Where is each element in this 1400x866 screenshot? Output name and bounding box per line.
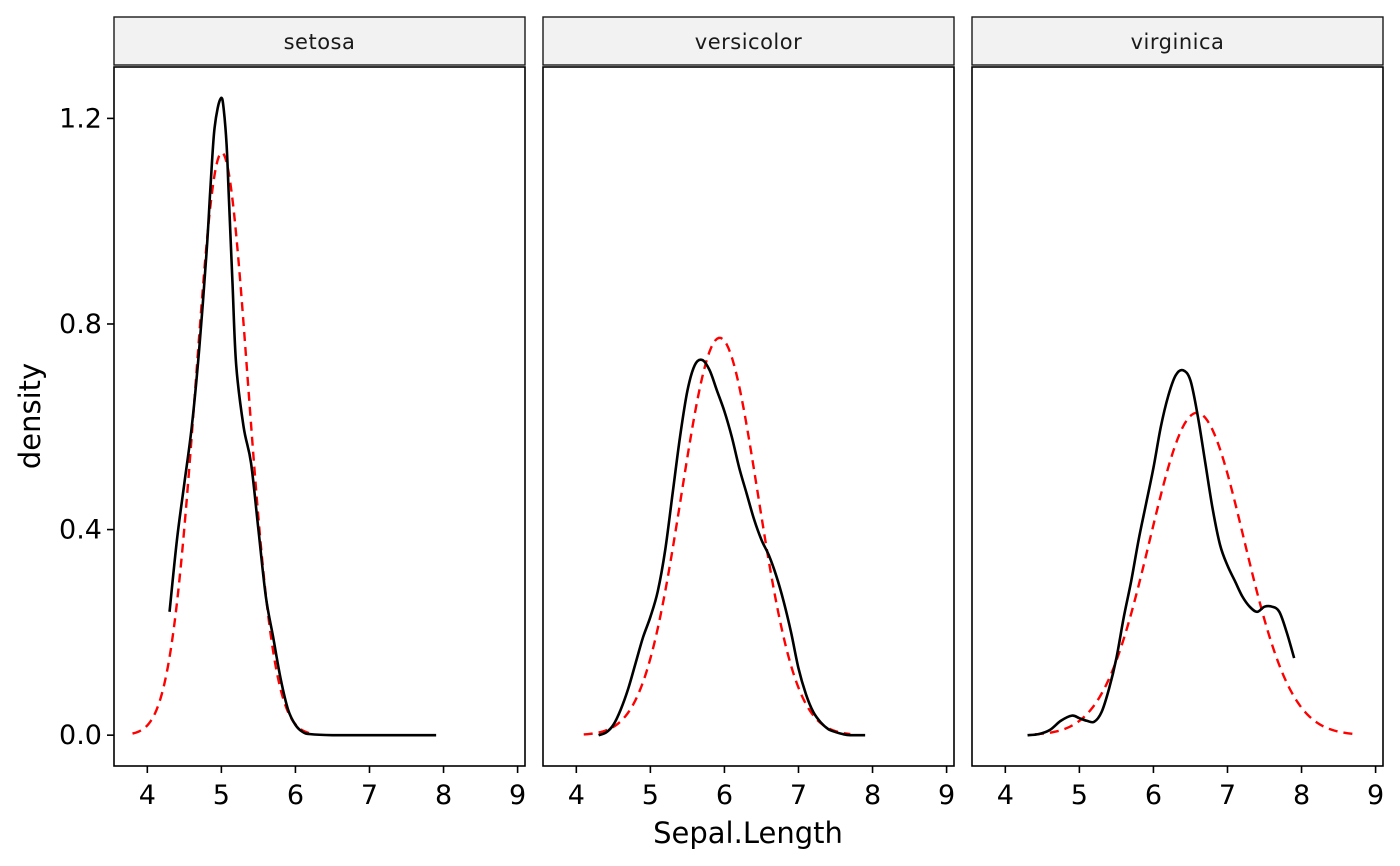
- panels: setosa 4 5 6 7 8 9 versicolor 4 5 6 7 8 9 virginica 4 5 6…: [113, 16, 1384, 811]
- x-tick-label: 8: [864, 780, 881, 811]
- facet-strip-label: versicolor: [695, 30, 802, 54]
- x-tick-label: 9: [938, 780, 955, 811]
- facet-panel-virginica: virginica 4 5 6 7 8 9: [971, 16, 1384, 811]
- facet-panel-setosa: setosa 4 5 6 7 8 9: [113, 16, 526, 811]
- x-tick-label: 9: [509, 780, 526, 811]
- x-tick-label: 4: [997, 780, 1014, 811]
- y-axis-title: density: [13, 363, 47, 469]
- x-tick-label: 7: [361, 780, 378, 811]
- y-tick-label: 0.4: [59, 515, 102, 546]
- x-tick-label: 6: [716, 780, 733, 811]
- x-tick-label: 5: [1071, 780, 1088, 811]
- x-tick-label: 5: [642, 780, 659, 811]
- x-tick-label: 6: [1145, 780, 1162, 811]
- panel-border: [113, 66, 526, 767]
- y-tick-label: 1.2: [59, 103, 102, 134]
- x-tick-label: 6: [287, 780, 304, 811]
- panel-border: [542, 66, 955, 767]
- facet-strip: [113, 16, 526, 66]
- normal-density-curve: [583, 336, 851, 736]
- x-axis-title: Sepal.Length: [653, 816, 843, 850]
- x-tick-label: 8: [435, 780, 452, 811]
- facet-panel-versicolor: versicolor 4 5 6 7 8 9: [542, 16, 955, 811]
- x-tick-label: 8: [1293, 780, 1310, 811]
- facet-strip-label: virginica: [1131, 30, 1225, 54]
- x-tick-label: 4: [568, 780, 585, 811]
- y-tick-label: 0.8: [59, 309, 102, 340]
- facet-strip: [971, 16, 1384, 66]
- empirical-density-curve: [1027, 368, 1296, 737]
- y-axis: 0.0 0.4 0.8 1.2: [59, 103, 114, 751]
- panel-border: [971, 66, 1384, 767]
- y-tick-label: 0.0: [59, 720, 102, 751]
- x-tick-label: 7: [790, 780, 807, 811]
- x-tick-label: 5: [213, 780, 230, 811]
- empirical-density-curve: [168, 96, 437, 737]
- facet-strip-label: setosa: [284, 30, 356, 54]
- empirical-density-curve: [598, 358, 866, 737]
- normal-density-curve: [132, 151, 311, 735]
- x-tick-label: 9: [1367, 780, 1384, 811]
- x-tick-label: 4: [139, 780, 156, 811]
- x-tick-label: 7: [1219, 780, 1236, 811]
- facet-strip: [542, 16, 955, 66]
